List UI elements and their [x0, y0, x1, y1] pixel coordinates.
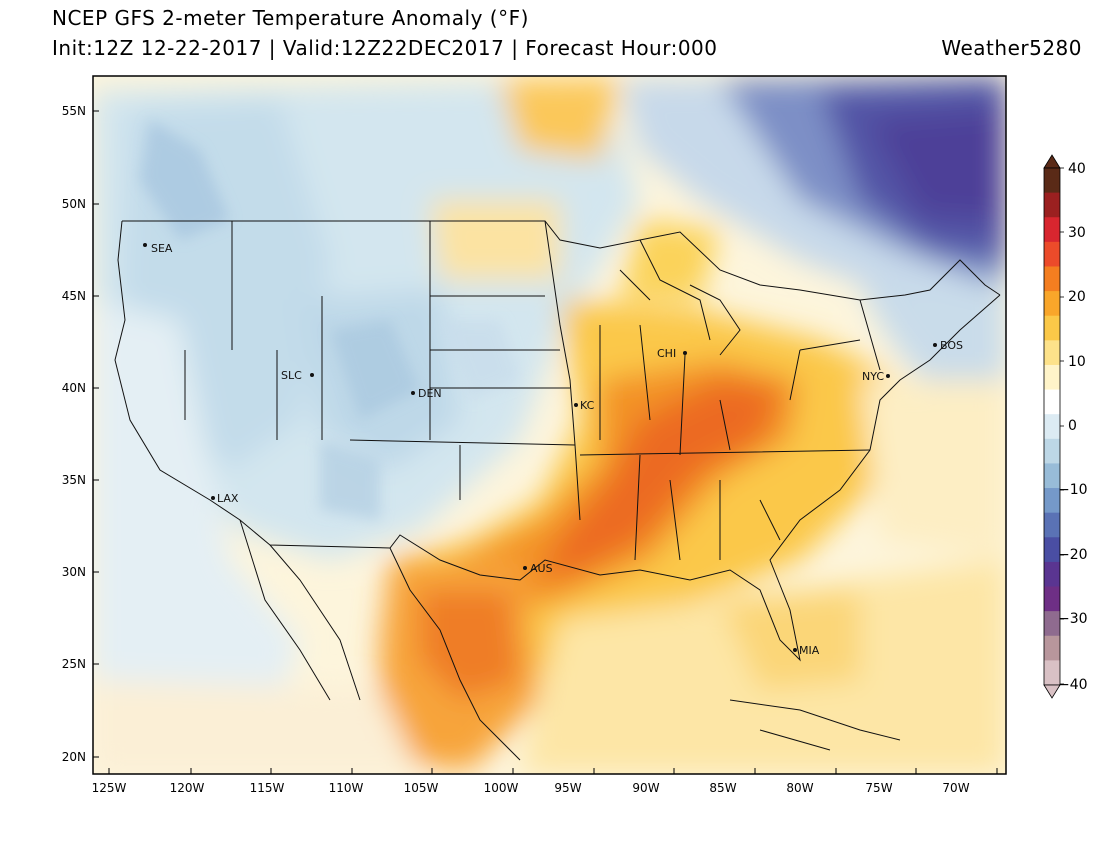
lat-label-35n: 35N	[62, 473, 86, 487]
city-label-den: DEN	[418, 387, 442, 400]
colorbar-swatch	[1044, 660, 1060, 686]
map-subtitle: Init:12Z 12-22-2017 | Valid:12Z22DEC2017…	[52, 36, 718, 60]
brand-label: Weather5280	[941, 36, 1082, 60]
colorbar-label-neg30: −30	[1058, 611, 1088, 627]
lat-label-20n: 20N	[62, 750, 86, 764]
colorbar-swatch	[1044, 537, 1060, 563]
colorbar-swatch	[1044, 291, 1060, 317]
colorbar-swatch	[1044, 389, 1060, 415]
city-label-slc: SLC	[281, 369, 302, 382]
map-title: NCEP GFS 2-meter Temperature Anomaly (°F…	[52, 6, 529, 30]
colorbar-swatch	[1044, 438, 1060, 464]
city-dot-chi	[683, 351, 687, 355]
lon-label-80w: 80W	[786, 781, 813, 795]
city-dot-nyc	[886, 374, 890, 378]
city-dot-aus	[523, 566, 527, 570]
lon-label-70w: 70W	[942, 781, 969, 795]
lat-label-45n: 45N	[62, 289, 86, 303]
colorbar-swatch	[1044, 561, 1060, 588]
lon-label-110w: 110W	[329, 781, 364, 795]
colorbar-swatch	[1044, 192, 1060, 218]
lon-label-105w: 105W	[404, 781, 439, 795]
colorbar-label-neg10: −10	[1058, 482, 1088, 498]
colorbar-swatch	[1044, 315, 1060, 341]
colorbar-swatch	[1044, 611, 1060, 637]
city-label-kc: KC	[580, 399, 595, 412]
colorbar-swatch	[1044, 586, 1060, 612]
city-label-nyc: NYC	[862, 370, 884, 383]
city-label-chi: CHI	[657, 347, 676, 360]
city-dot-bos	[933, 343, 937, 347]
colorbar-arrow-min	[1043, 684, 1061, 699]
city-dot-kc	[574, 403, 578, 407]
colorbar-arrow-max	[1043, 154, 1061, 169]
city-dot-mia	[793, 648, 797, 652]
colorbar-swatch	[1044, 488, 1060, 514]
city-label-mia: MIA	[799, 644, 820, 657]
city-dot-lax	[211, 496, 215, 500]
plot-frame	[92, 75, 1007, 775]
colorbar-swatch	[1044, 266, 1060, 292]
colorbar-label-neg20: −20	[1058, 547, 1088, 563]
lat-label-25n: 25N	[62, 657, 86, 671]
colorbar-swatch	[1044, 217, 1060, 243]
colorbar-swatch	[1044, 512, 1060, 538]
lon-label-115w: 115W	[250, 781, 285, 795]
colorbar-swatch	[1044, 340, 1060, 366]
lon-label-90w: 90W	[632, 781, 659, 795]
lon-label-75w: 75W	[865, 781, 892, 795]
city-dot-slc	[310, 373, 314, 377]
colorbar	[1043, 154, 1064, 699]
colorbar-swatch	[1044, 635, 1060, 661]
colorbar-label-20: 20	[1068, 289, 1086, 305]
city-label-bos: BOS	[940, 339, 963, 352]
latitude-axis	[93, 110, 99, 758]
anomaly-field	[93, 76, 1006, 774]
lat-label-50n: 50N	[62, 197, 86, 211]
city-label-sea: SEA	[151, 242, 173, 255]
lon-label-85w: 85W	[709, 781, 736, 795]
colorbar-swatch	[1044, 364, 1060, 391]
city-label-lax: LAX	[217, 492, 239, 505]
colorbar-label-0: 0	[1068, 418, 1077, 434]
lat-label-40n: 40N	[62, 381, 86, 395]
longitude-axis	[108, 768, 998, 774]
colorbar-label-40: 40	[1068, 161, 1086, 177]
colorbar-label-30: 30	[1068, 225, 1086, 241]
city-dot-den	[411, 391, 415, 395]
lon-label-125w: 125W	[92, 781, 127, 795]
colorbar-swatch	[1044, 241, 1060, 267]
lon-label-95w: 95W	[554, 781, 581, 795]
city-dot-sea	[143, 243, 147, 247]
lat-label-30n: 30N	[62, 565, 86, 579]
city-label-aus: AUS	[530, 562, 553, 575]
lon-label-100w: 100W	[484, 781, 519, 795]
colorbar-label-neg40: −40	[1058, 677, 1088, 693]
colorbar-swatch	[1044, 463, 1060, 489]
colorbar-label-10: 10	[1068, 354, 1086, 370]
lon-label-120w: 120W	[170, 781, 205, 795]
boundary-lines	[114, 220, 1001, 761]
colorbar-swatch	[1044, 168, 1060, 194]
lat-label-55n: 55N	[62, 104, 86, 118]
colorbar-swatch	[1044, 414, 1060, 440]
city-markers	[143, 243, 937, 652]
